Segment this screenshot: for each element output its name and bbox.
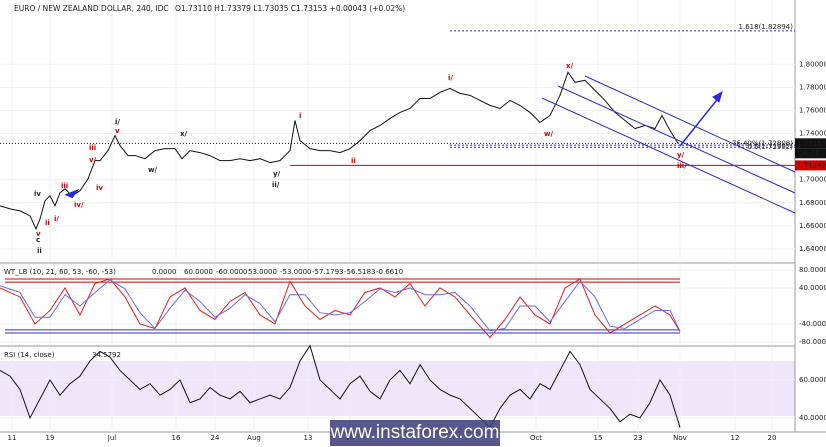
channel-line (584, 75, 796, 173)
rsi-band (0, 361, 795, 416)
indicator-value: -60.0000 (216, 268, 247, 276)
wave-label: iii (61, 182, 68, 190)
indicator-value: -53.0000 (280, 268, 311, 276)
oscillator-line (0, 279, 681, 332)
y-tick-label: 1.78000 (799, 83, 826, 91)
x-tick-label: 13 (304, 434, 313, 442)
indicator-value: -56.5183 (344, 268, 375, 276)
chart-title: EURO / NEW ZEALAND DOLLAR, 240, IDC (14, 4, 169, 13)
wave-label: y/ (677, 151, 685, 159)
triangle-marker (64, 188, 80, 199)
countdown-box (795, 148, 826, 159)
y-tick-label: 1.74000 (799, 130, 826, 138)
channel (541, 75, 796, 214)
countdown: 06:23 (799, 149, 819, 157)
indicator-value: -57.1793 (312, 268, 343, 276)
x-tick-label: Jul (107, 434, 117, 442)
indicator-value: 0.0000 (152, 268, 177, 276)
x-tick-label: 11 (8, 434, 17, 442)
level-label: 0.5(1.72992) (747, 143, 793, 151)
y-tick-label: 1.70000 (799, 176, 826, 184)
wave-label: y/ (273, 170, 281, 178)
price-box (795, 138, 826, 149)
y-tick-label: 60.0000 (799, 376, 826, 384)
wave-label: v/ (89, 156, 97, 164)
x-tick-label: 20 (768, 434, 777, 442)
oscillator-line (0, 278, 681, 339)
channel-line (541, 97, 796, 214)
indicator-title: WT_LB (10, 21, 60, 53, -60, -53) (4, 268, 116, 276)
projection-arrow (679, 95, 721, 147)
x-tick-label: 23 (634, 434, 643, 442)
wave-label: iv (96, 184, 103, 192)
level-label: 1.618(1.82894) (739, 23, 794, 31)
x-tick-label: 16 (172, 434, 181, 442)
indicator-value: 60.0000 (184, 268, 213, 276)
wave-label: i/ (115, 118, 120, 126)
wave-label: iii/ (677, 162, 687, 170)
y-tick-label: 1.64000 (799, 245, 826, 253)
indicator-value: 34.5792 (92, 351, 121, 359)
x-tick-label: 12 (731, 434, 740, 442)
wave-label: v (36, 230, 41, 238)
y-tick-label: -40.0000 (799, 320, 826, 328)
wave-label: i (299, 112, 301, 120)
y-tick-label: 1.76000 (799, 106, 826, 114)
watermark: www.instaforex.com (330, 422, 500, 443)
wave-label: x/ (566, 62, 574, 70)
wave-label: ii (37, 247, 42, 255)
wave-label: w/ (148, 166, 157, 174)
wave-label: i/ (54, 215, 59, 223)
channel-line (557, 85, 796, 194)
watermark-bg (330, 420, 500, 446)
wave-label: w/ (544, 130, 553, 138)
y-tick-label: 1.66000 (799, 222, 826, 230)
y-tick-label: 1.80000 (799, 60, 826, 68)
wave-label: ii (351, 157, 356, 165)
arrow-head (712, 90, 723, 103)
indicator-title: RSI (14, close) (4, 351, 55, 359)
y-tick-label: 80.0000 (799, 266, 826, 274)
x-tick-label: 24 (211, 434, 220, 442)
price-box-label: 1.73153 (797, 139, 826, 147)
price-box (795, 160, 826, 171)
price-box-label: 1.71242 (797, 161, 826, 169)
x-tick-label: Nov (673, 434, 687, 442)
y-tick-label: -80.0000 (799, 338, 826, 346)
x-tick-label: Oct (530, 434, 542, 442)
x-tick-label: 15 (594, 434, 603, 442)
wave-label: iii (89, 144, 96, 152)
y-tick-label: 40.0000 (799, 414, 826, 422)
price-line-series (0, 71, 679, 231)
price-line-series (0, 344, 681, 429)
ohlc: O1.73110 H1.73379 L1.73035 C1.73153 +0.0… (175, 4, 405, 13)
wave-label: iv/ (74, 201, 84, 209)
wave-label: c (36, 236, 40, 244)
y-tick-label: 40.0000 (799, 284, 826, 292)
wave-label: ii/ (272, 181, 280, 189)
indicator-value: 53.0000 (248, 268, 277, 276)
y-tick-label: 1.68000 (799, 199, 826, 207)
wave-label: v (115, 127, 120, 135)
indicator-value: -0.6610 (376, 268, 403, 276)
x-tick-label: 19 (46, 434, 55, 442)
wave-label: iv (34, 190, 41, 198)
wave-label: i/ (448, 74, 453, 82)
wave-label: ii (45, 219, 50, 227)
x-tick-label: Aug (247, 434, 261, 442)
wave-label: x/ (180, 130, 188, 138)
